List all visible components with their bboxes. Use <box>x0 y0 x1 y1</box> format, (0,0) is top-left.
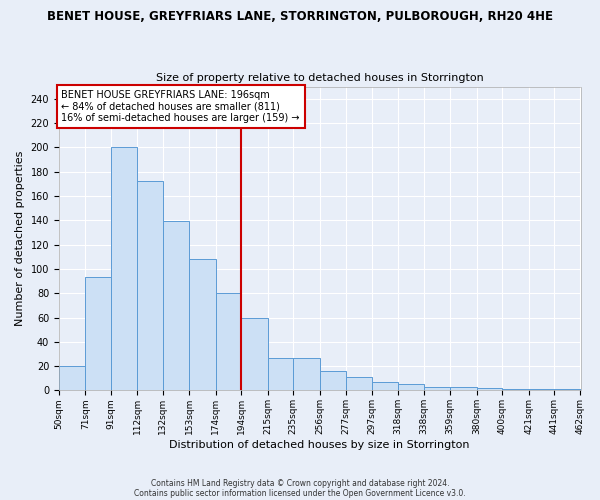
Bar <box>293 358 320 390</box>
X-axis label: Distribution of detached houses by size in Storrington: Distribution of detached houses by size … <box>169 440 470 450</box>
Bar <box>502 389 529 390</box>
Bar <box>268 358 293 390</box>
Y-axis label: Number of detached properties: Number of detached properties <box>15 151 25 326</box>
Bar <box>424 387 450 390</box>
Bar <box>241 318 268 390</box>
Bar <box>59 366 85 390</box>
Bar <box>163 222 190 390</box>
Bar <box>85 278 111 390</box>
Text: Contains HM Land Registry data © Crown copyright and database right 2024.: Contains HM Land Registry data © Crown c… <box>151 478 449 488</box>
Bar <box>554 389 581 390</box>
Text: Contains public sector information licensed under the Open Government Licence v3: Contains public sector information licen… <box>134 488 466 498</box>
Bar <box>371 382 398 390</box>
Bar <box>529 389 554 390</box>
Bar <box>320 371 346 390</box>
Bar <box>346 377 371 390</box>
Bar <box>137 182 163 390</box>
Bar <box>450 387 476 390</box>
Bar <box>216 293 241 390</box>
Bar <box>190 259 216 390</box>
Bar <box>398 384 424 390</box>
Text: BENET HOUSE, GREYFRIARS LANE, STORRINGTON, PULBOROUGH, RH20 4HE: BENET HOUSE, GREYFRIARS LANE, STORRINGTO… <box>47 10 553 23</box>
Bar <box>476 388 502 390</box>
Title: Size of property relative to detached houses in Storrington: Size of property relative to detached ho… <box>156 73 484 83</box>
Text: BENET HOUSE GREYFRIARS LANE: 196sqm
← 84% of detached houses are smaller (811)
1: BENET HOUSE GREYFRIARS LANE: 196sqm ← 84… <box>61 90 300 124</box>
Bar <box>111 148 137 390</box>
